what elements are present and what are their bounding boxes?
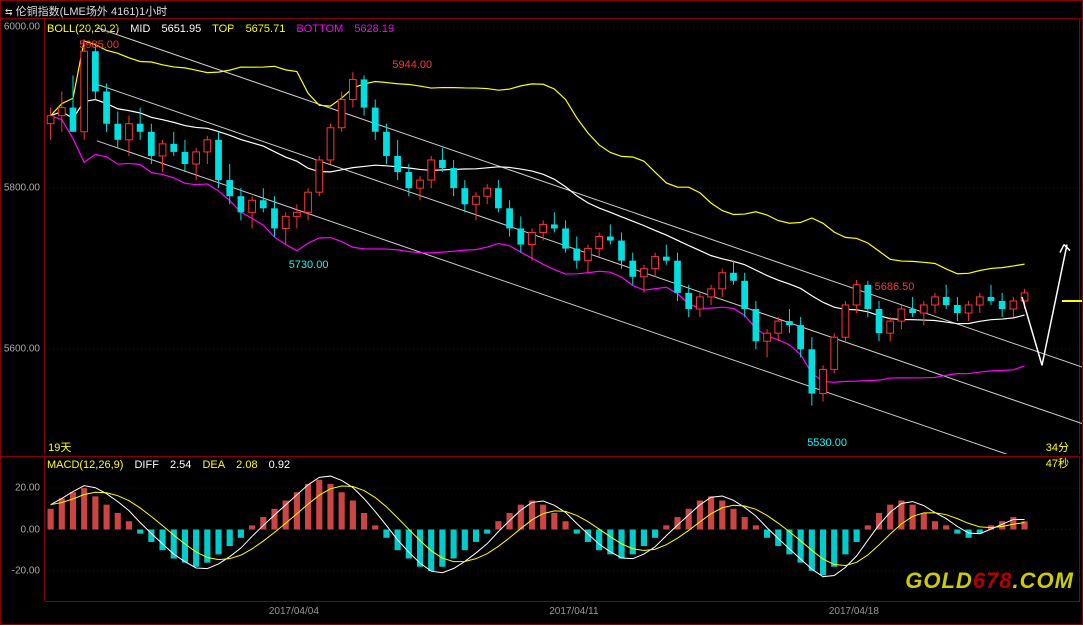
y-tick-label: 5800.00: [4, 183, 40, 194]
macd-y-tick-label: 20.00: [15, 483, 40, 494]
x-tick-label: 2017/04/11: [549, 606, 598, 617]
price-annotation: 5686.50: [875, 281, 915, 293]
price-annotation: 5730.00: [289, 259, 329, 271]
chart-title: ⇆ 伦铜指数(LME场外 4161)1小时: [1, 1, 1082, 19]
price-annotation: 5985.00: [79, 39, 119, 51]
price-annotation: 19天: [48, 439, 71, 455]
price-annotation: 5530.00: [807, 437, 847, 449]
main-price-chart[interactable]: 5985.005944.005730.005686.505530.0019天34…: [45, 19, 1080, 454]
x-tick-label: 2017/04/04: [269, 606, 319, 617]
macd-y-tick-label: 0.00: [21, 524, 40, 535]
macd-y-tick-label: -20.00: [12, 565, 40, 576]
price-annotation: 5944.00: [392, 59, 432, 71]
y-tick-label: 6000.00: [4, 22, 40, 33]
main-y-axis: 5600.00 5800.00 6000.00: [1, 19, 45, 454]
main-chart-svg: [45, 19, 1082, 454]
watermark: GOLD678.COM: [905, 568, 1074, 594]
y-tick-label: 5600.00: [4, 344, 40, 355]
x-axis: 2017/04/04 2017/04/11 2017/04/18: [45, 601, 1080, 623]
macd-y-axis: -20.00 0.00 20.00: [1, 456, 45, 601]
x-tick-label: 2017/04/18: [829, 606, 879, 617]
